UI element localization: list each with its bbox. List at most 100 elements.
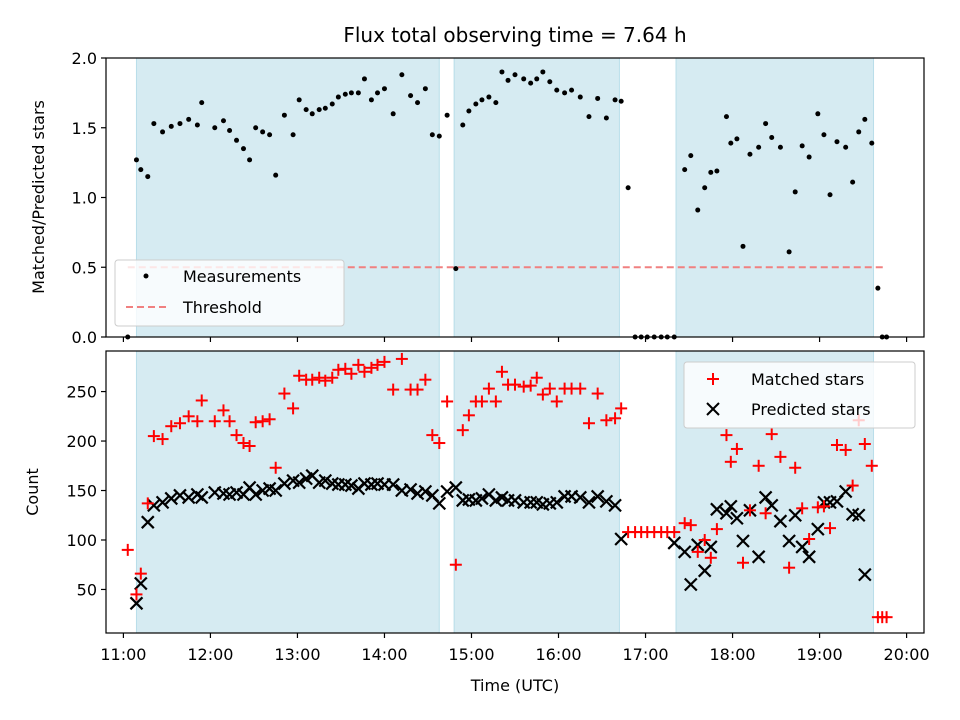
predicted-star-marker xyxy=(719,506,734,521)
matched-star-marker xyxy=(130,588,143,601)
matched-star-marker xyxy=(704,551,717,564)
measurement-point xyxy=(834,139,840,145)
measurement-point xyxy=(682,167,688,173)
predicted-star-marker xyxy=(851,508,866,523)
measurement-point xyxy=(460,122,466,128)
matched-star-marker xyxy=(121,543,134,556)
measurement-point xyxy=(322,105,328,111)
predicted-star-marker xyxy=(773,514,788,528)
x-tick-label: 16:00 xyxy=(535,645,581,664)
matched-star-marker xyxy=(411,383,424,396)
matched-star-marker xyxy=(678,517,691,530)
measurement-point xyxy=(303,107,309,113)
matched-star-marker xyxy=(371,358,384,371)
predicted-star-marker xyxy=(573,490,588,505)
measurement-point xyxy=(862,116,868,122)
measurement-point xyxy=(547,79,553,85)
matched-star-marker xyxy=(134,567,147,580)
y-tick-label: 2.0 xyxy=(72,49,97,68)
predicted-star-marker xyxy=(194,490,209,505)
predicted-star-marker xyxy=(684,577,698,592)
matched-star-marker xyxy=(774,450,787,463)
measurement-point xyxy=(747,151,753,157)
matched-star-marker xyxy=(824,522,837,535)
measurement-point xyxy=(151,121,157,127)
matched-star-marker xyxy=(591,387,604,400)
matched-star-marker xyxy=(441,395,454,408)
matched-star-marker xyxy=(243,439,256,452)
matched-star-marker xyxy=(543,382,556,395)
measurement-point xyxy=(168,123,174,129)
predicted-star-marker xyxy=(704,540,718,554)
matched-star-marker xyxy=(287,402,300,415)
predicted-star-marker xyxy=(858,567,872,582)
measurement-point xyxy=(227,128,233,134)
matched-star-marker xyxy=(278,387,291,400)
predicted-star-marker xyxy=(677,545,692,559)
measurement-point xyxy=(199,100,205,106)
y-tick-label: 250 xyxy=(66,383,97,402)
matched-star-marker xyxy=(765,428,778,441)
counts-plot-frame xyxy=(105,350,925,634)
predicted-star-marker xyxy=(802,550,816,564)
matched-star-marker xyxy=(223,415,236,428)
predicted-star-marker xyxy=(129,596,144,611)
x-tick-label: 17:00 xyxy=(622,645,668,664)
measurement-point xyxy=(309,111,315,117)
predicted-star-marker xyxy=(614,532,628,546)
measurement-point xyxy=(493,100,499,106)
matched-star-marker xyxy=(237,437,250,450)
predicted-star-marker xyxy=(318,473,333,488)
measurement-point xyxy=(466,108,472,114)
measurement-point xyxy=(453,266,459,272)
measurement-point xyxy=(499,69,505,75)
predicted-star-marker xyxy=(838,484,853,499)
measurement-point xyxy=(843,144,849,150)
matched-star-marker xyxy=(306,373,319,386)
predicted-star-marker xyxy=(268,483,283,498)
counts-axes: 50 100 150 200 250 11:00 12:00 13:00 14:00 15:00… xyxy=(23,350,930,695)
matched-star-marker xyxy=(668,526,681,539)
ratio-axes: 0.0 0.5 1.0 1.5 2.0 Flux total observing tim… xyxy=(29,23,925,347)
matched-star-marker xyxy=(710,523,723,536)
measurement-point xyxy=(267,132,273,138)
predicted-star-marker xyxy=(440,484,454,499)
y-tick-label: 1.0 xyxy=(72,189,97,208)
matched-star-marker xyxy=(495,365,508,378)
measurement-point xyxy=(695,207,701,213)
predicted-star-marker xyxy=(599,494,614,509)
predicted-star-marker xyxy=(418,484,433,499)
predicted-star-marker xyxy=(386,477,400,492)
measurement-point xyxy=(618,98,624,104)
predicted-star-marker xyxy=(292,475,306,490)
matched-star-marker xyxy=(173,417,186,430)
measurement-point xyxy=(540,69,546,75)
y-tick-label: 100 xyxy=(66,531,97,550)
measurement-point xyxy=(815,111,821,117)
predicted-star-marker xyxy=(475,491,489,506)
matched-star-marker xyxy=(830,439,843,451)
predicted-star-marker xyxy=(344,478,359,493)
matched-star-marker xyxy=(698,533,711,546)
matched-star-marker xyxy=(600,414,613,427)
measurement-point xyxy=(734,136,740,142)
matched-star-marker xyxy=(365,361,378,374)
legend-marker-measurements xyxy=(143,273,149,279)
measurement-point xyxy=(281,112,287,118)
measurement-point xyxy=(473,101,479,107)
predicted-star-marker xyxy=(724,499,738,514)
measurement-point xyxy=(625,185,631,191)
measurement-point xyxy=(399,72,405,78)
matched-star-marker xyxy=(358,365,371,378)
matched-star-marker xyxy=(156,433,169,446)
matched-star-marker xyxy=(387,383,400,396)
ratio-y-axis-label: Matched/Predicted stars xyxy=(29,100,48,294)
predicted-star-marker xyxy=(155,495,170,510)
measurement-point xyxy=(827,192,833,198)
predicted-star-marker xyxy=(449,480,463,495)
matched-star-marker xyxy=(230,429,243,442)
ratio-legend: Measurements Threshold xyxy=(114,259,345,327)
observing-span xyxy=(453,57,620,338)
measurement-point xyxy=(160,129,166,135)
predicted-star-marker xyxy=(730,511,744,525)
